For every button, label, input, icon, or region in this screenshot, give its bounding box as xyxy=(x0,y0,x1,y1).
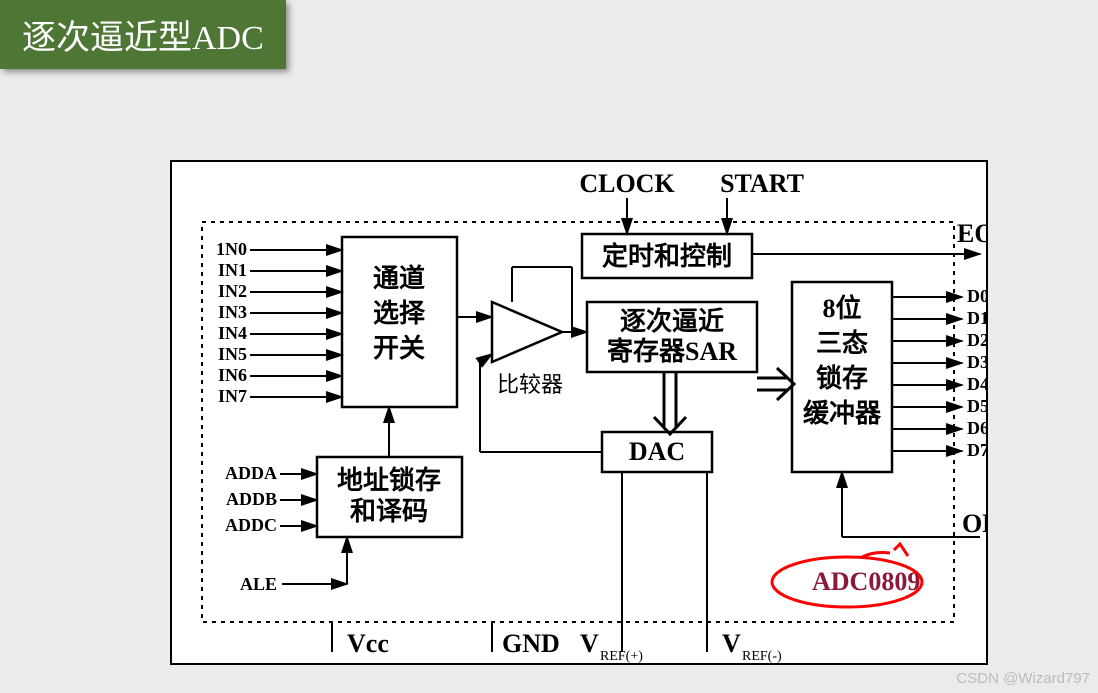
port-adda: ADDA xyxy=(225,463,277,483)
page-title: 逐次逼近型ADC xyxy=(0,0,286,69)
port-in3: IN3 xyxy=(218,302,247,322)
data-outputs-group: D0D1D2D3D4D5D6D7 xyxy=(892,286,986,460)
port-vrefp-sub: REF(+) xyxy=(600,649,643,663)
watermark: CSDN @Wizard797 xyxy=(956,670,1090,687)
block-sar-l2: 寄存器SAR xyxy=(607,336,737,366)
port-in4: IN4 xyxy=(218,323,247,343)
block-buffer-l1: 8位 xyxy=(822,293,861,323)
port-d4: D4 xyxy=(967,374,986,394)
sar-to-dac-arrow xyxy=(654,372,686,434)
port-eoc: EOC xyxy=(957,219,986,248)
port-in2: IN2 xyxy=(218,281,247,301)
port-d6: D6 xyxy=(967,418,986,438)
port-addc: ADDC xyxy=(225,515,277,535)
port-clock: CLOCK xyxy=(579,169,675,198)
port-in7: IN7 xyxy=(218,386,247,406)
port-ale: ALE xyxy=(240,574,277,594)
block-channel-l3: 开关 xyxy=(373,334,425,363)
port-d5: D5 xyxy=(967,396,986,416)
adc-block-diagram: 通道 选择 开关 地址锁存 和译码 定时和控制 逐次逼近 寄存器SAR DAC … xyxy=(170,160,988,665)
port-vrefp-v: V xyxy=(580,629,599,658)
chip-label: ADC0809 xyxy=(812,567,920,596)
port-d7: D7 xyxy=(967,440,986,460)
comparator-icon xyxy=(492,302,562,362)
port-in1: IN1 xyxy=(218,260,247,280)
port-addb: ADDB xyxy=(226,489,277,509)
block-dac-text: DAC xyxy=(629,437,685,466)
block-channel-l1: 通道 xyxy=(373,263,425,293)
block-addr-l2: 和译码 xyxy=(350,497,428,526)
block-addr-l1: 地址锁存 xyxy=(337,465,441,495)
sar-to-buffer-arrow xyxy=(757,368,794,400)
comparator-label: 比较器 xyxy=(497,372,563,397)
port-vrefm-v: V xyxy=(722,629,741,658)
port-d3: D3 xyxy=(967,352,986,372)
port-d1: D1 xyxy=(967,308,986,328)
port-vcc: Vcc xyxy=(347,629,389,658)
watermark-text: CSDN @Wizard797 xyxy=(956,670,1090,687)
title-text: 逐次逼近型ADC xyxy=(22,20,264,57)
block-buffer-l2: 三态 xyxy=(816,328,868,358)
block-channel-l2: 选择 xyxy=(373,299,426,328)
analog-inputs-group: 1N0IN1IN2IN3IN4IN5IN6IN7 xyxy=(216,239,342,406)
block-sar-l1: 逐次逼近 xyxy=(620,307,724,336)
port-start: START xyxy=(720,169,804,198)
block-timing-text: 定时和控制 xyxy=(602,241,732,271)
port-d2: D2 xyxy=(967,330,986,350)
port-in6: IN6 xyxy=(218,365,247,385)
block-buffer-l4: 缓冲器 xyxy=(803,398,882,428)
port-oe: OE xyxy=(962,509,986,538)
port-vrefm-sub: REF(-) xyxy=(742,649,782,663)
port-d0: D0 xyxy=(967,286,986,306)
port-1n0: 1N0 xyxy=(216,239,247,259)
port-in5: IN5 xyxy=(218,344,247,364)
addr-inputs-group: ADDA ADDB ADDC xyxy=(225,463,317,535)
block-buffer-l3: 锁存 xyxy=(816,363,868,393)
port-gnd: GND xyxy=(502,629,560,658)
